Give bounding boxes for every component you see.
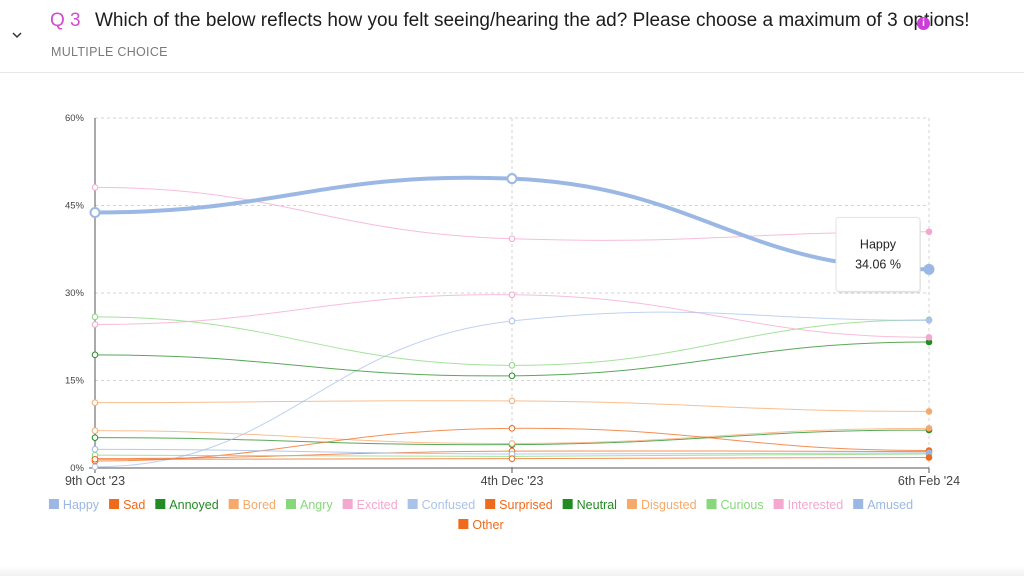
data-point-bored xyxy=(91,427,99,434)
legend-swatch-curious xyxy=(706,499,717,509)
data-point-other xyxy=(91,455,99,463)
legend-label-annoyed: Annoyed xyxy=(169,498,218,512)
legend-swatch-sad xyxy=(109,499,120,509)
x-tick-label: 9th Oct '23 xyxy=(65,474,125,488)
data-point-neutral xyxy=(91,351,99,359)
data-point-happy xyxy=(89,207,101,218)
legend-label-surprised: Surprised xyxy=(499,498,553,512)
question-number: Q 3 xyxy=(50,10,81,31)
page-bottom-edge xyxy=(0,566,1024,576)
info-icon[interactable]: i xyxy=(917,17,930,30)
y-tick-label: 15% xyxy=(65,376,85,387)
legend-swatch-excited xyxy=(342,499,353,509)
legend-label-amused: Amused xyxy=(867,498,913,512)
legend-label-bored: Bored xyxy=(243,498,276,512)
data-point-surprised xyxy=(508,425,516,432)
header-divider xyxy=(0,72,1024,73)
data-point-happy xyxy=(923,263,935,275)
data-point-excited xyxy=(925,228,933,236)
data-point-angry xyxy=(508,362,516,369)
data-point-interested xyxy=(508,291,516,299)
data-point-angry xyxy=(91,313,99,321)
data-point-disgusted xyxy=(508,397,516,405)
legend-label-other: Other xyxy=(472,518,503,532)
legend-label-neutral: Neutral xyxy=(577,498,617,512)
y-tick-label: 60% xyxy=(65,113,85,124)
y-tick-label: 0% xyxy=(70,463,84,474)
legend-swatch-happy xyxy=(48,499,59,509)
tooltip xyxy=(835,216,921,292)
x-tick-label: 6th Feb '24 xyxy=(898,474,960,488)
legend-swatch-bored xyxy=(228,499,239,509)
data-point-confused xyxy=(925,317,933,324)
legend-swatch-surprised xyxy=(485,499,496,509)
chevron-down-icon[interactable] xyxy=(10,28,24,42)
question-type: MULTIPLE CHOICE xyxy=(51,45,168,59)
question-title: Which of the below reflects how you felt… xyxy=(95,10,970,31)
data-point-amused xyxy=(91,446,99,453)
data-point-confused xyxy=(91,463,99,471)
x-tick-label: 4th Dec '23 xyxy=(481,474,544,488)
data-point-bored xyxy=(508,440,516,447)
data-point-happy xyxy=(506,173,518,185)
data-point-other xyxy=(925,454,933,461)
legend-label-confused: Confused xyxy=(422,498,476,512)
data-point-bored xyxy=(925,425,933,432)
legend-swatch-angry xyxy=(286,499,297,509)
legend-swatch-confused xyxy=(407,499,418,509)
data-point-disgusted xyxy=(925,408,933,415)
question-header: Q 3 Which of the below reflects how you … xyxy=(0,0,1024,72)
legend-swatch-other xyxy=(458,519,469,529)
data-point-annoyed xyxy=(91,434,99,441)
legend-label-curious: Curious xyxy=(721,498,764,512)
legend-swatch-interested xyxy=(773,499,784,509)
data-point-disgusted xyxy=(91,399,99,406)
data-point-other xyxy=(508,455,516,462)
legend-label-angry: Angry xyxy=(300,498,333,512)
data-point-excited xyxy=(508,235,516,243)
legend-label-excited: Excited xyxy=(357,498,398,512)
legend-label-happy: Happy xyxy=(63,498,100,512)
legend-label-interested: Interested xyxy=(788,498,844,512)
legend-swatch-neutral xyxy=(562,499,573,509)
data-point-interested xyxy=(925,334,933,341)
tooltip-value: 34.06 % xyxy=(855,257,901,271)
tooltip-series: Happy xyxy=(860,237,897,251)
data-point-excited xyxy=(91,184,99,191)
data-point-interested xyxy=(91,321,99,328)
legend-label-sad: Sad xyxy=(123,498,145,512)
data-point-confused xyxy=(508,317,516,325)
legend-swatch-disgusted xyxy=(626,499,637,509)
legend-swatch-annoyed xyxy=(155,499,166,509)
y-tick-label: 45% xyxy=(65,201,85,212)
y-tick-label: 30% xyxy=(65,288,85,299)
legend-swatch-amused xyxy=(853,499,864,509)
data-point-neutral xyxy=(508,372,516,380)
legend-label-disgusted: Disgusted xyxy=(641,498,697,512)
